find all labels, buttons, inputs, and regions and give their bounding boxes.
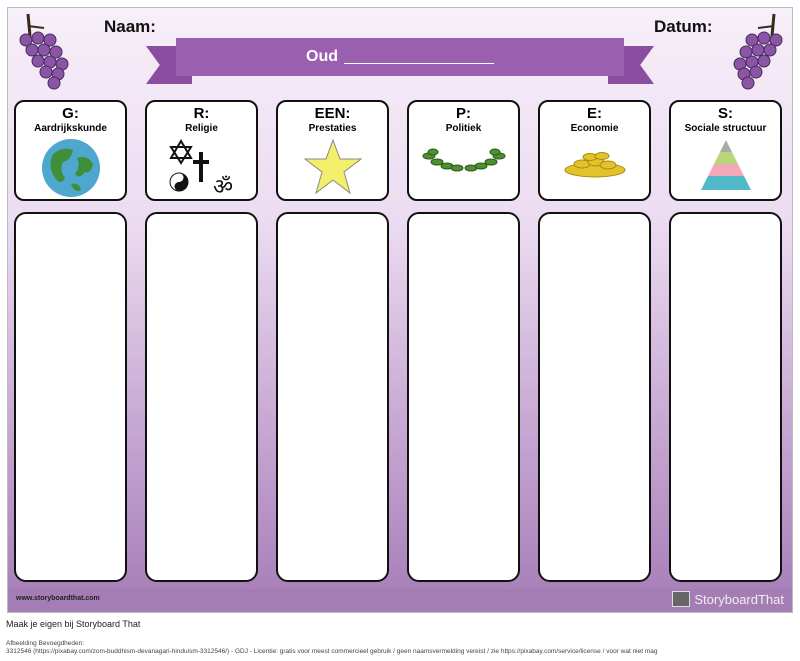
column-letter: R: <box>193 105 210 122</box>
storyboardthat-logo: StoryboardThat <box>672 591 784 607</box>
header-box-geography: G: Aardrijkskunde <box>14 100 127 201</box>
header-box-social-structure: S: Sociale structuur <box>669 100 782 201</box>
attribution-text: 3312546 (https://pixabay.com/zom-buddhis… <box>6 648 658 655</box>
name-label: Naam: <box>104 17 156 36</box>
column-subject: Economie <box>570 123 619 134</box>
footer-url: www.storyboardthat.com <box>16 595 100 602</box>
answer-box-politics[interactable] <box>407 212 520 582</box>
header-box-politics: P: Politiek <box>407 100 520 201</box>
banner-title-text: Oud <box>306 48 338 65</box>
logo-mark-icon <box>672 591 691 607</box>
footer-bar: www.storyboardthat.com StoryboardThat <box>8 589 792 612</box>
worksheet: Naam: Datum: Oud G: Aardrijkskunde R: Re… <box>7 7 793 613</box>
column-subject: Sociale structuur <box>684 123 767 134</box>
column-subject: Aardrijkskunde <box>34 123 107 134</box>
column-subject: Politiek <box>445 123 482 134</box>
pyramid-icon <box>700 140 751 190</box>
make-your-own-link[interactable]: Maak je eigen bij Storyboard That <box>6 619 141 629</box>
gold-coins-icon <box>564 152 625 178</box>
grapes-icon <box>733 13 783 90</box>
column-letter: G: <box>62 105 79 122</box>
answer-box-religion[interactable] <box>145 212 258 582</box>
column-letter: S: <box>718 105 733 122</box>
banner-title: Oud <box>176 38 624 76</box>
globe-icon <box>41 139 100 197</box>
answer-box-social-structure[interactable] <box>669 212 782 582</box>
answer-box-economy[interactable] <box>538 212 651 582</box>
attribution-title: Afbeelding Bevoegdheden: <box>6 640 85 647</box>
blank-line[interactable] <box>344 50 494 64</box>
column-letter: E: <box>587 105 602 122</box>
date-label: Datum: <box>654 17 713 36</box>
column-subject: Prestaties <box>308 123 357 134</box>
laurel-wreath-icon <box>422 148 505 172</box>
banner <box>176 38 624 76</box>
header-box-economy: E: Economie <box>538 100 651 201</box>
logo-text: StoryboardThat <box>694 591 784 607</box>
star-icon <box>303 138 362 195</box>
column-subject: Religie <box>185 123 218 134</box>
column-letter: P: <box>456 105 471 122</box>
header-box-religion: R: Religie ॐ <box>145 100 258 201</box>
svg-text:ॐ: ॐ <box>213 175 233 196</box>
religion-symbols-icon: ॐ <box>168 139 233 196</box>
column-letter: EEN: <box>314 105 351 122</box>
attribution: Afbeelding Bevoegdheden: 3312546 (https:/… <box>6 640 658 656</box>
answer-box-achievements[interactable] <box>276 212 389 582</box>
header-box-achievements: EEN: Prestaties <box>276 100 389 201</box>
grapes-icon <box>19 13 69 90</box>
answer-box-geography[interactable] <box>14 212 127 582</box>
